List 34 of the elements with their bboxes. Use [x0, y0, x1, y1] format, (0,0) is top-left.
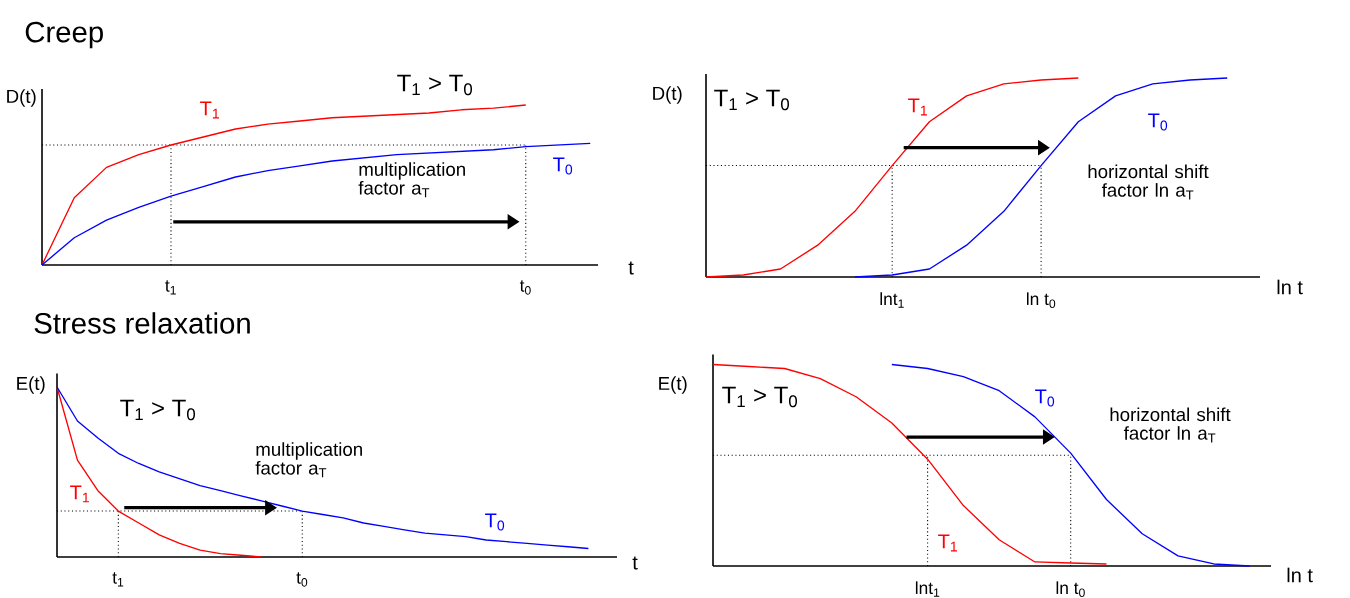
- chart-title: Stress relaxation: [34, 312, 250, 334]
- y-axis-title: D(t): [653, 86, 682, 104]
- x-axis-title: t: [628, 261, 634, 275]
- x-axis-title: ln t: [1277, 279, 1303, 295]
- x-tick-label: ln t$_{0}$: [1026, 292, 1056, 309]
- series-label: T$_{0}$: [553, 157, 573, 175]
- x-axis-title: t: [632, 556, 638, 570]
- x-tick-label: t$_{1}$: [112, 572, 124, 587]
- y-axis-title: E(t): [17, 376, 45, 394]
- annotation: T$_{1}$ > T$_{0}$: [722, 386, 798, 408]
- x-tick-label: t$_{0}$: [296, 572, 308, 587]
- annotation: multiplication factor a$_{T}$: [255, 442, 362, 478]
- x-tick-label: t$_{1}$: [165, 280, 176, 295]
- x-tick-label: lnt$_{1}$: [880, 292, 904, 308]
- y-axis-title: D(t): [7, 89, 36, 107]
- series-label: T$_{1}$: [70, 485, 89, 503]
- annotation: horizontal shift factor ln a$_{T}$: [1110, 407, 1231, 443]
- x-tick-label: lnt$_{1}$: [915, 581, 940, 597]
- series-label: T$_{1}$: [938, 534, 957, 552]
- series-label: T$_{1}$: [908, 98, 927, 116]
- text: T$_{1}$ > T$_{0}$: [397, 74, 473, 96]
- x-tick-label: ln t$_{0}$: [1056, 581, 1085, 598]
- annotation: horizontal shift factor ln a$_{T}$: [1088, 164, 1209, 200]
- x-axis-title: ln t: [1287, 567, 1313, 583]
- annotation: T$_{1}$ > T$_{0}$: [714, 89, 790, 111]
- series-label: T$_{0}$: [485, 513, 505, 531]
- y-axis-title: E(t): [659, 376, 687, 394]
- chart-title: Creep: [25, 21, 103, 49]
- x-tick-label: t$_{0}$: [519, 280, 531, 295]
- annotation: T$_{1}$ > T$_{0}$: [120, 399, 196, 421]
- series-label: T$_{0}$: [1148, 113, 1168, 131]
- annotation: multiplication factor a$_{T}$: [358, 162, 465, 198]
- series-label: T$_{0}$: [1035, 389, 1055, 407]
- series-label: T$_{1}$: [200, 101, 219, 119]
